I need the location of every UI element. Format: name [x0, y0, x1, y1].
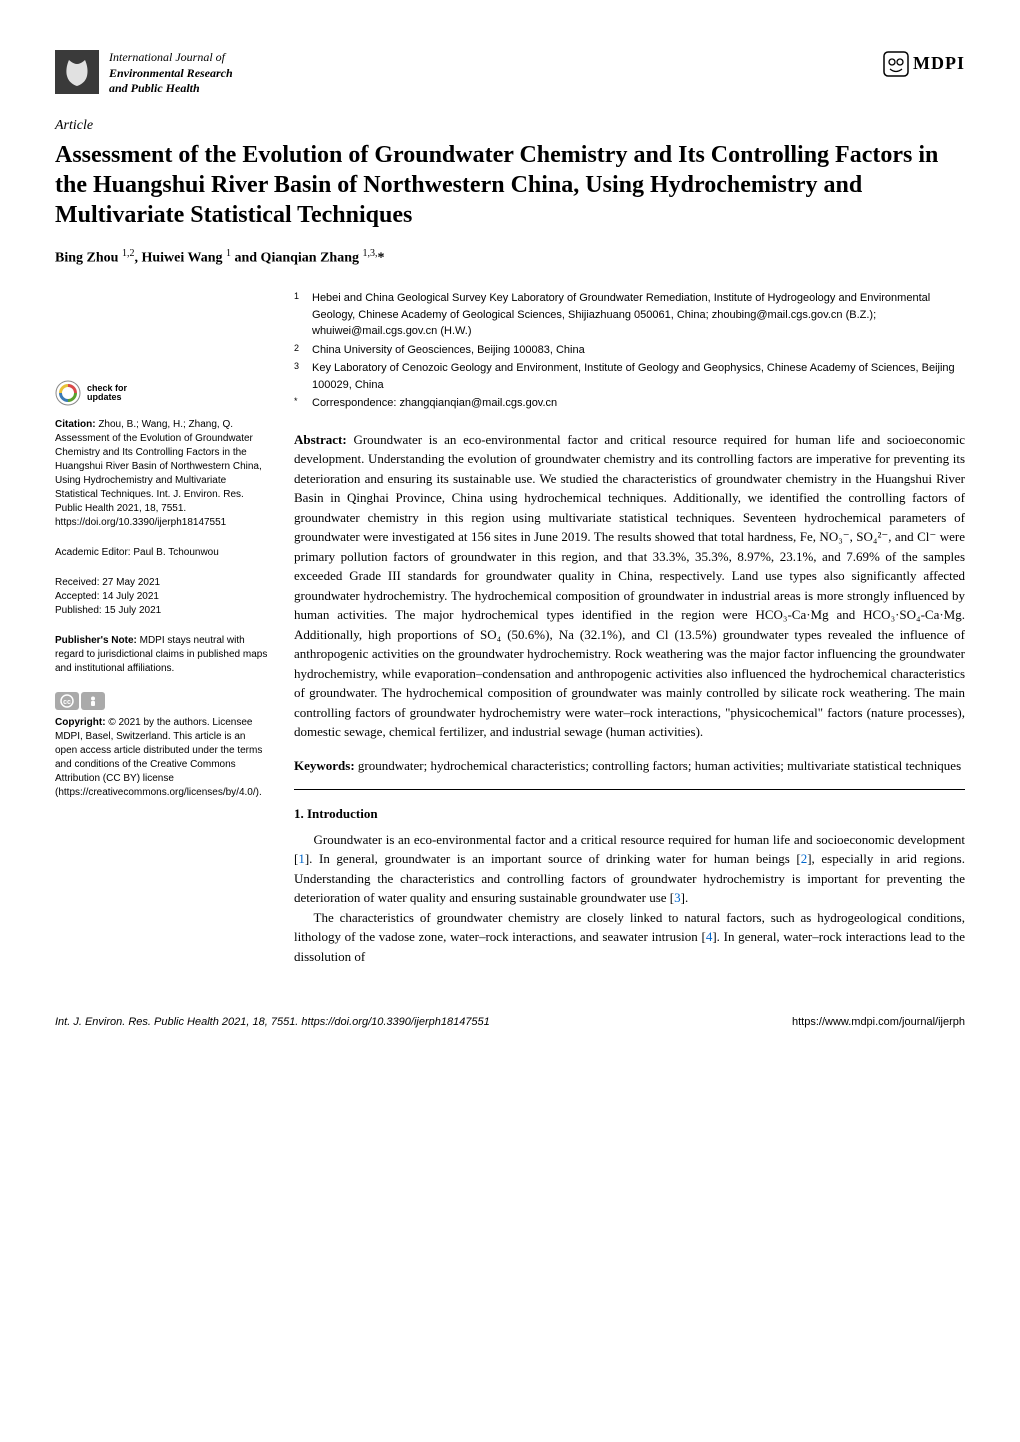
- keywords: Keywords: groundwater; hydrochemical cha…: [294, 756, 965, 776]
- affiliation-row: * Correspondence: zhangqianqian@mail.cgs.…: [294, 395, 965, 412]
- journal-name-1: Environmental Research: [109, 66, 233, 82]
- affiliations: 1Hebei and China Geological Survey Key L…: [294, 290, 965, 412]
- citation-label: Citation:: [55, 419, 96, 430]
- affiliation-text: China University of Geosciences, Beijing…: [312, 342, 965, 359]
- article-type-label: Article: [55, 115, 965, 136]
- abstract: Abstract: Groundwater is an eco-environm…: [294, 430, 965, 742]
- publisher-name: MDPI: [913, 50, 965, 77]
- article-title: Assessment of the Evolution of Groundwat…: [55, 140, 965, 230]
- mdpi-icon: [883, 51, 909, 77]
- publisher-logo: MDPI: [883, 50, 965, 77]
- divider: [294, 789, 965, 790]
- section-heading: 1. Introduction: [294, 804, 965, 824]
- affiliation-text: Hebei and China Geological Survey Key La…: [312, 290, 965, 340]
- copyright-label: Copyright:: [55, 717, 106, 728]
- cc-license-badge[interactable]: cc: [55, 692, 270, 710]
- citation-text: Zhou, B.; Wang, H.; Zhang, Q. Assessment…: [55, 419, 262, 528]
- accepted-label: Accepted:: [55, 591, 99, 602]
- keywords-text: groundwater; hydrochemical characteristi…: [358, 758, 961, 773]
- ref-link[interactable]: 2: [801, 851, 808, 866]
- journal-intl: International Journal of: [109, 50, 233, 66]
- author-list: Bing Zhou 1,2, Huiwei Wang 1 and Qianqia…: [55, 246, 965, 269]
- intro-para-1: Groundwater is an eco-environmental fact…: [294, 830, 965, 908]
- main-column: 1Hebei and China Geological Survey Key L…: [294, 290, 965, 966]
- svg-text:cc: cc: [63, 699, 71, 706]
- keywords-label: Keywords:: [294, 758, 355, 773]
- accepted-date: 14 July 2021: [102, 591, 159, 602]
- page-header: International Journal of Environmental R…: [55, 50, 965, 97]
- received-date: 27 May 2021: [102, 577, 160, 588]
- footer-citation: Int. J. Environ. Res. Public Health 2021…: [55, 1014, 490, 1031]
- footer-url[interactable]: https://www.mdpi.com/journal/ijerph: [792, 1014, 965, 1031]
- editor-name: Paul B. Tchounwou: [133, 547, 218, 558]
- publishers-note-block: Publisher's Note: MDPI stays neutral wit…: [55, 634, 270, 676]
- affiliation-num: 3: [294, 360, 302, 393]
- abstract-label: Abstract:: [294, 432, 347, 447]
- ref-link[interactable]: 4: [706, 929, 713, 944]
- received-label: Received:: [55, 577, 99, 588]
- dates-block: Received: 27 May 2021 Accepted: 14 July …: [55, 576, 270, 618]
- affiliation-num: 2: [294, 342, 302, 359]
- ref-link[interactable]: 3: [674, 890, 681, 905]
- editor-block: Academic Editor: Paul B. Tchounwou: [55, 546, 270, 560]
- pubnote-label: Publisher's Note:: [55, 635, 137, 646]
- copyright-block: Copyright: © 2021 by the authors. Licens…: [55, 716, 270, 800]
- journal-name-2: and Public Health: [109, 81, 233, 97]
- affiliation-row: 3 Key Laboratory of Cenozoic Geology and …: [294, 360, 965, 393]
- copyright-text: © 2021 by the authors. Licensee MDPI, Ba…: [55, 717, 262, 798]
- intro-para-2: The characteristics of groundwater chemi…: [294, 908, 965, 967]
- ref-link[interactable]: 1: [298, 851, 305, 866]
- affiliation-row: 1Hebei and China Geological Survey Key L…: [294, 290, 965, 340]
- journal-logo-icon: [55, 50, 99, 94]
- page-footer: Int. J. Environ. Res. Public Health 2021…: [55, 1006, 965, 1031]
- check-updates-badge[interactable]: check for updates: [55, 380, 270, 406]
- affiliation-num: 1: [294, 290, 302, 340]
- citation-block: Citation: Zhou, B.; Wang, H.; Zhang, Q. …: [55, 418, 270, 530]
- cc-icon: cc: [55, 692, 79, 710]
- abstract-text: Groundwater is an eco-environmental fact…: [294, 432, 965, 740]
- by-icon: [81, 692, 105, 710]
- affiliation-text: Key Laboratory of Cenozoic Geology and E…: [312, 360, 965, 393]
- affiliation-num: *: [294, 395, 302, 412]
- editor-label: Academic Editor:: [55, 547, 131, 558]
- journal-block: International Journal of Environmental R…: [55, 50, 233, 97]
- affiliation-row: 2 China University of Geosciences, Beijin…: [294, 342, 965, 359]
- affiliation-text: Correspondence: zhangqianqian@mail.cgs.g…: [312, 395, 965, 412]
- sidebar: check for updates Citation: Zhou, B.; Wa…: [55, 290, 270, 966]
- check-updates-icon: [55, 380, 81, 406]
- published-date: 15 July 2021: [104, 605, 161, 616]
- published-label: Published:: [55, 605, 102, 616]
- check-updates-line2: updates: [87, 393, 127, 402]
